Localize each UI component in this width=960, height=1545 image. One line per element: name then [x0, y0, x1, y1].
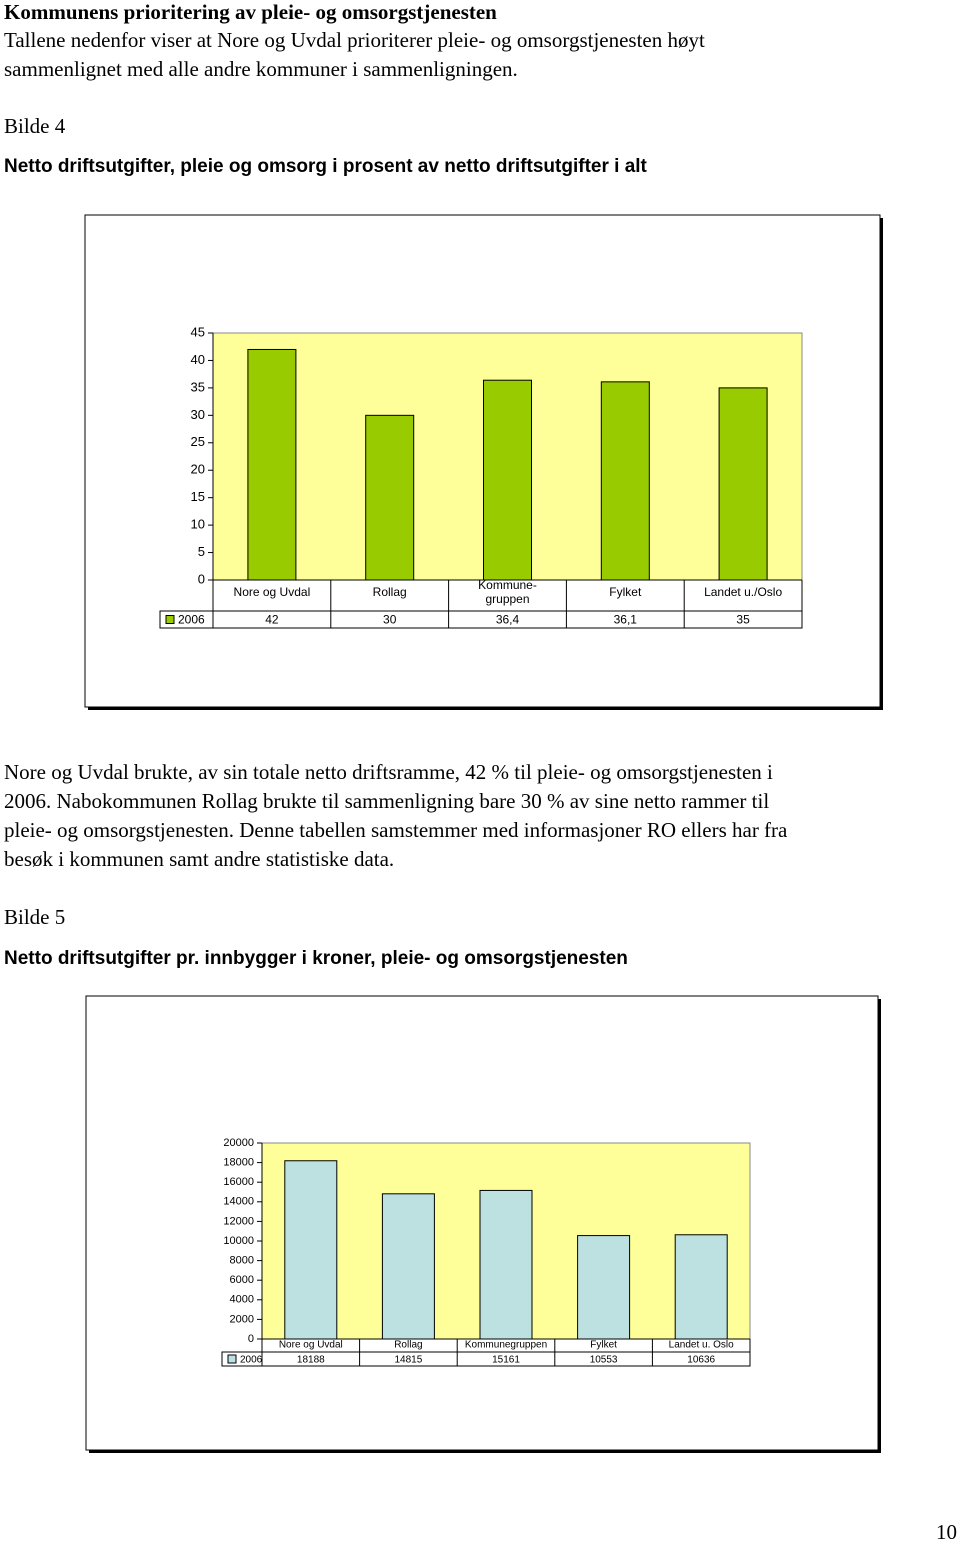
- heading: Kommunens prioritering av pleie- og omso…: [4, 0, 497, 24]
- intro-line: Tallene nedenfor viser at Nore og Uvdal …: [4, 28, 705, 52]
- bar: [718, 387, 768, 581]
- y-tick-label: 18000: [223, 1157, 254, 1169]
- value-label: 42: [265, 613, 279, 627]
- x-tick-label: Kommune- gruppen: [478, 578, 537, 606]
- x-tick-label: Fylket: [609, 585, 642, 600]
- y-tick-label: 5: [198, 544, 205, 559]
- x-tick-label: Rollag: [394, 1339, 423, 1351]
- bar: [483, 379, 532, 581]
- y-tick-label: 6000: [230, 1274, 254, 1286]
- bar: [284, 1160, 338, 1340]
- x-tick-label: Rollag: [372, 585, 407, 600]
- y-tick-label: 14000: [223, 1196, 254, 1208]
- value-label: 18188: [297, 1355, 325, 1366]
- y-tick-label: 40: [191, 352, 205, 367]
- x-tick-label: Kommunegruppen: [464, 1339, 548, 1351]
- intro-line: sammenlignet med alle andre kommuner i s…: [4, 57, 518, 81]
- legend-label: 2006: [240, 1355, 263, 1366]
- y-tick-label: 20: [191, 462, 205, 477]
- bar: [247, 348, 297, 581]
- value-label: 30: [383, 613, 397, 627]
- paragraph-line: besøk i kommunen samt andre statistiske …: [4, 847, 395, 871]
- page-number: 10: [936, 1520, 957, 1544]
- y-tick-label: 15: [191, 489, 205, 504]
- value-label: 14815: [394, 1355, 422, 1366]
- y-tick-label: 25: [191, 434, 205, 449]
- y-tick-label: 2000: [230, 1313, 254, 1325]
- bar: [365, 414, 415, 581]
- value-label: 35: [736, 613, 750, 627]
- x-tick-label: Landet u./Oslo: [704, 585, 783, 600]
- value-label: 36,1: [614, 613, 638, 627]
- x-tick-label: Nore og Uvdal: [233, 585, 311, 600]
- y-tick-label: 16000: [223, 1176, 254, 1188]
- x-tick-label: Fylket: [590, 1339, 617, 1351]
- caption: Bilde 5: [4, 905, 66, 929]
- legend-label: 2006: [178, 613, 205, 627]
- y-tick-label: 20000: [223, 1137, 254, 1149]
- bar: [479, 1189, 533, 1340]
- chart-title: Netto driftsutgifter pr. innbygger i kro…: [4, 948, 628, 969]
- y-tick-label: 10: [191, 517, 205, 532]
- bar: [381, 1193, 435, 1340]
- paragraph-line: Nore og Uvdal brukte, av sin totale nett…: [4, 760, 773, 784]
- y-tick-label: 8000: [230, 1255, 254, 1267]
- y-tick-label: 10000: [223, 1235, 254, 1247]
- x-tick-label: Landet u. Oslo: [668, 1339, 734, 1351]
- legend-swatch: [165, 615, 175, 624]
- x-tick-label: Nore og Uvdal: [278, 1339, 343, 1351]
- y-tick-label: 0: [248, 1333, 254, 1345]
- y-tick-label: 4000: [230, 1294, 254, 1306]
- bar: [674, 1234, 728, 1340]
- paragraph-line: 2006. Nabokommunen Rollag brukte til sam…: [4, 789, 770, 813]
- y-tick-label: 12000: [223, 1215, 254, 1227]
- paragraph-line: pleie- og omsorgstjenesten. Denne tabell…: [4, 818, 788, 842]
- legend-swatch: [227, 1354, 237, 1364]
- value-label: 10553: [590, 1355, 618, 1366]
- bar: [600, 381, 650, 581]
- y-tick-label: 35: [191, 379, 205, 394]
- value-label: 10636: [687, 1355, 715, 1366]
- caption: Bilde 4: [4, 114, 66, 138]
- bar: [577, 1235, 631, 1340]
- chart-title: Netto driftsutgifter, pleie og omsorg i …: [4, 156, 647, 177]
- value-label: 36,4: [496, 613, 520, 627]
- y-tick-label: 0: [198, 571, 205, 586]
- value-label: 15161: [492, 1355, 520, 1366]
- y-tick-label: 30: [191, 407, 205, 422]
- y-tick-label: 45: [191, 324, 205, 339]
